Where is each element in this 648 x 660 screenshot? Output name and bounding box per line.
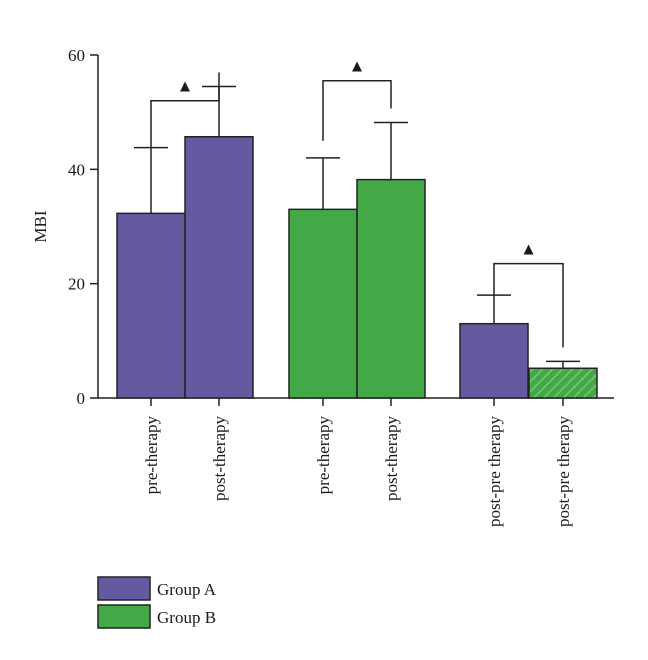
- category-labels: pre-therapy post-therapy pre-therapy post-t…: [142, 398, 573, 527]
- legend-label: Group B: [157, 608, 216, 627]
- legend-label: Group A: [157, 580, 217, 599]
- significance-bracket: [150, 72, 220, 148]
- significance-bracket: [322, 79, 392, 141]
- bar: [356, 178, 426, 399]
- y-tick-label: 40: [68, 160, 85, 179]
- bars: [116, 85, 598, 399]
- bar: [116, 212, 186, 399]
- significance-marker: ▲: [349, 57, 366, 76]
- category-label: post-therapy: [382, 416, 401, 501]
- significance-bracket: [493, 262, 564, 348]
- y-tick-label: 20: [68, 275, 85, 294]
- bar: [184, 135, 254, 399]
- significance-marker: ▲: [520, 240, 537, 259]
- category-label: post-pre therapy: [485, 416, 504, 527]
- bar: [288, 208, 358, 399]
- category-label: post-therapy: [210, 416, 229, 501]
- category-label: pre-therapy: [142, 416, 161, 495]
- y-tick-label: 0: [77, 389, 86, 408]
- category-label: post-pre therapy: [554, 416, 573, 527]
- bar: [528, 367, 598, 399]
- category-label: pre-therapy: [314, 416, 333, 495]
- legend: Group A Group B: [97, 576, 217, 629]
- significance-marks: ▲ ▲ ▲: [150, 57, 564, 348]
- legend-swatch: [97, 576, 151, 601]
- y-tick-label: 60: [68, 46, 85, 65]
- significance-marker: ▲: [177, 77, 194, 96]
- y-axis-title: MBI: [31, 210, 50, 242]
- legend-swatch: [97, 604, 151, 629]
- bar: [459, 322, 529, 399]
